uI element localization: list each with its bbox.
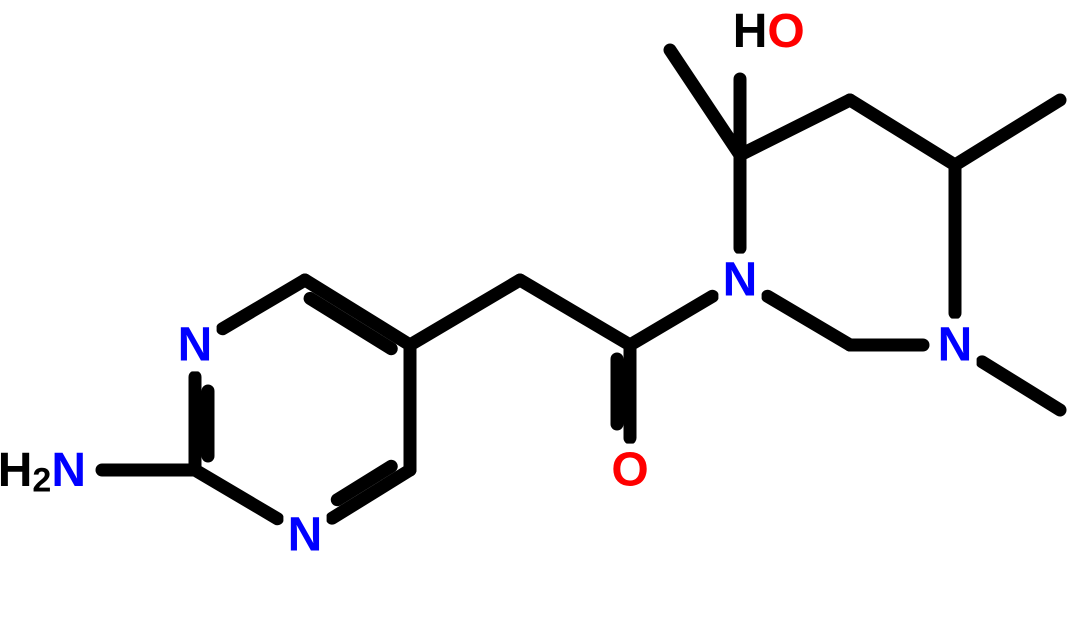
n-atom-label: N xyxy=(178,319,213,372)
o-atom-label: O xyxy=(611,444,648,497)
bonds xyxy=(102,50,1060,519)
atom-labels: NNNNOH2NHO xyxy=(0,2,977,561)
molecule-diagram: NNNNOH2NHO xyxy=(0,0,1084,642)
n-atom-label: N xyxy=(288,509,323,562)
n-atom-label: N xyxy=(938,319,973,372)
ho-label: HO xyxy=(733,5,805,58)
n-atom-label: N xyxy=(723,254,758,307)
